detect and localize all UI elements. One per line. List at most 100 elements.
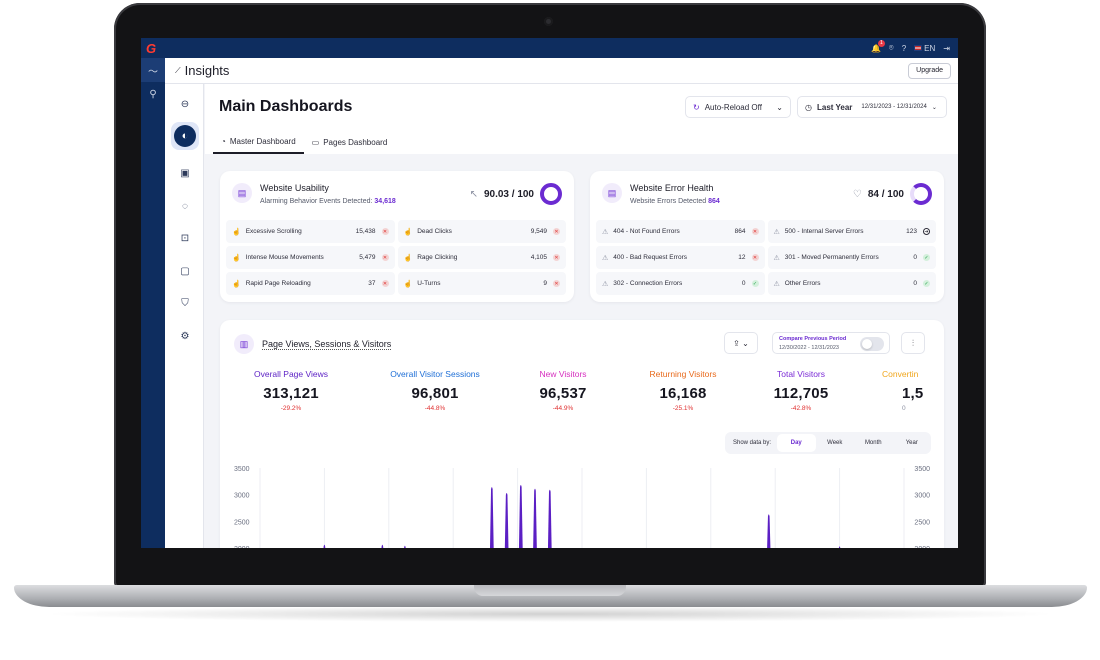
chart-settings-button[interactable]: ⫶	[901, 332, 925, 354]
y-tick-label: 2500	[234, 519, 250, 526]
chart-spike[interactable]	[767, 514, 771, 548]
metric-rapid-page-reloading[interactable]: ☝ Rapid Page Reloading 37 ✕	[226, 272, 395, 295]
logout-icon[interactable]: ⇥	[943, 43, 950, 53]
warning-icon: ⚠	[773, 280, 780, 288]
metric-500-errors[interactable]: ⚠ 500 - Internal Server Errors 123 ➜	[767, 220, 936, 243]
rail-item-insights[interactable]: 〜	[141, 58, 165, 82]
chat-icon: ▢	[180, 265, 190, 277]
compare-previous-period[interactable]: Compare Previous Period 12/30/2022 - 12/…	[772, 332, 890, 354]
stat-new-visitors[interactable]: New Visitors 96,537 -44.9%	[533, 369, 593, 412]
chart-spike[interactable]	[547, 489, 552, 548]
help-icon[interactable]: ?	[901, 43, 907, 53]
usability-icon: ▤	[232, 183, 252, 203]
card-subtitle: Website Errors Detected 864	[630, 198, 720, 205]
metric-u-turns[interactable]: ☝ U-Turns 9 ✕	[397, 272, 566, 295]
camera-icon	[544, 17, 553, 26]
upgrade-button[interactable]: Upgrade	[908, 63, 951, 79]
metric-label: 400 - Bad Request Errors	[613, 254, 687, 261]
date-range-picker[interactable]: ◷ Last Year 12/31/2023 - 12/31/2024 ⌄	[797, 96, 947, 118]
sidebar-item-reports[interactable]: ▣	[171, 159, 199, 187]
auto-reload-dropdown[interactable]: ↻ Auto-Reload Off ⌄	[685, 96, 791, 118]
stat-conversions[interactable]: Convertin 1,5 0	[882, 369, 932, 412]
stat-value: 112,705	[773, 385, 829, 402]
chart-spike[interactable]	[380, 544, 384, 548]
sidebar-item-dashboards[interactable]: ◐	[171, 122, 199, 150]
u-turn-icon: ☝	[403, 280, 413, 288]
stat-value: 96,537	[539, 385, 587, 402]
chart-spike[interactable]	[533, 488, 537, 548]
main-content: Main Dashboards ↻ Auto-Reload Off ⌄ ◷ La…	[205, 84, 958, 548]
notification-bell-icon[interactable]: 🔔 1	[871, 39, 885, 53]
y-tick-label: 3500	[914, 466, 930, 473]
status-error-icon: ✕	[381, 228, 389, 235]
metric-other-errors[interactable]: ⚠ Other Errors 0 ✓	[767, 272, 936, 295]
metric-302-errors[interactable]: ⚠ 302 - Connection Errors 0 ✓	[596, 272, 765, 295]
show-by-label: Show data by:	[733, 440, 772, 446]
stat-overall-page-views[interactable]: Overall Page Views 313,121 -29.2%	[248, 369, 334, 412]
metric-label: Dead Clicks	[417, 228, 452, 235]
show-by-month[interactable]: Month	[864, 440, 882, 446]
tab-master-dashboard[interactable]: ◔ Master Dashboard	[213, 130, 304, 154]
stat-total-visitors[interactable]: Total Visitors 112,705 -42.8%	[768, 369, 834, 412]
shield-icon: ⛉	[181, 297, 189, 309]
chart-spike[interactable]	[322, 544, 326, 548]
show-by-year[interactable]: Year	[905, 440, 918, 446]
chart-spike[interactable]	[403, 545, 407, 548]
metric-dead-clicks[interactable]: ☝ Dead Clicks 9,549 ✕	[397, 220, 566, 243]
compare-toggle[interactable]	[860, 337, 884, 351]
click-icon: ☝	[403, 254, 413, 262]
chart-spike[interactable]	[837, 546, 841, 548]
sidebar-item-recordings[interactable]: ⊡	[171, 224, 199, 252]
refresh-icon: ↻	[693, 102, 700, 112]
metric-label: 500 - Internal Server Errors	[784, 228, 864, 235]
stat-delta: -29.2%	[280, 405, 302, 412]
card-header: ▤ Website Error Health Website Errors De…	[602, 183, 720, 205]
stat-overall-visitor-sessions[interactable]: Overall Visitor Sessions 96,801 -44.8%	[383, 369, 487, 412]
show-by-week[interactable]: Week	[827, 440, 843, 446]
brand-logo-icon[interactable]: G	[145, 40, 157, 56]
sidebar-item-heatmaps[interactable]: ◌	[171, 192, 199, 220]
rail-item-tools[interactable]: ⚲	[141, 82, 165, 106]
error-health-score: ♡ 84 / 100	[853, 183, 932, 205]
stat-returning-visitors[interactable]: Returning Visitors 16,168 -25.1%	[643, 369, 723, 412]
metric-value: 0	[913, 280, 917, 287]
laptop-base	[14, 585, 1087, 607]
click-icon: ☝	[403, 228, 413, 236]
metric-intense-mouse-movements[interactable]: ☝ Intense Mouse Movements 5,479 ✕	[226, 246, 395, 269]
chart-spike[interactable]	[518, 485, 523, 548]
metric-400-errors[interactable]: ⚠ 400 - Bad Request Errors 12 ✕	[596, 246, 765, 269]
metric-label: Excessive Scrolling	[245, 228, 302, 235]
sidebar-item-security[interactable]: ⛉	[171, 289, 199, 317]
metric-label: Rage Clicking	[417, 254, 458, 261]
sidebar-item-back[interactable]: ⊖	[171, 90, 199, 118]
stat-label: Overall Page Views	[253, 369, 329, 379]
stat-delta: -25.1%	[672, 405, 694, 412]
card-title[interactable]: Page Views, Sessions & Visitors	[262, 338, 392, 350]
status-error-icon: ✕	[381, 254, 389, 261]
metric-value: 123	[906, 228, 917, 235]
metric-rage-clicking[interactable]: ☝ Rage Clicking 4,105 ✕	[397, 246, 566, 269]
metric-label: Rapid Page Reloading	[245, 280, 311, 287]
location-pin-icon[interactable]: ⌾	[888, 43, 894, 52]
metric-value: 12	[738, 254, 746, 261]
metric-value: 9	[543, 280, 547, 287]
chevron-down-icon: ⌄	[931, 104, 937, 111]
metric-301-errors[interactable]: ⚠ 301 - Moved Permanently Errors 0 ✓	[767, 246, 936, 269]
scan-icon: ⊡	[180, 232, 190, 244]
sidebar-item-feedback[interactable]: ▢	[171, 257, 199, 285]
export-button[interactable]: ⇪ ⌄	[724, 332, 758, 354]
metric-label: 302 - Connection Errors	[613, 280, 683, 287]
metric-value: 864	[734, 228, 746, 235]
metric-excessive-scrolling[interactable]: ☝ Excessive Scrolling 15,438 ✕	[226, 220, 395, 243]
chart-spike[interactable]	[489, 487, 494, 548]
tab-pages-dashboard[interactable]: ▭ Pages Dashboard	[304, 130, 396, 154]
sidebar-item-settings[interactable]: ⚙	[171, 322, 199, 350]
chart-spike[interactable]	[504, 493, 509, 548]
show-by-day[interactable]: Day	[777, 434, 816, 452]
show-data-by-selector: Show data by: Day Week Month Year	[725, 432, 931, 454]
language-selector[interactable]: EN	[914, 44, 935, 53]
page-views-chart: 3500 3500 3000 3000 2500 2500 2000 2000	[234, 466, 930, 548]
metric-404-errors[interactable]: ⚠ 404 - Not Found Errors 864 ✕	[596, 220, 765, 243]
warning-icon: ⚠	[773, 228, 780, 236]
